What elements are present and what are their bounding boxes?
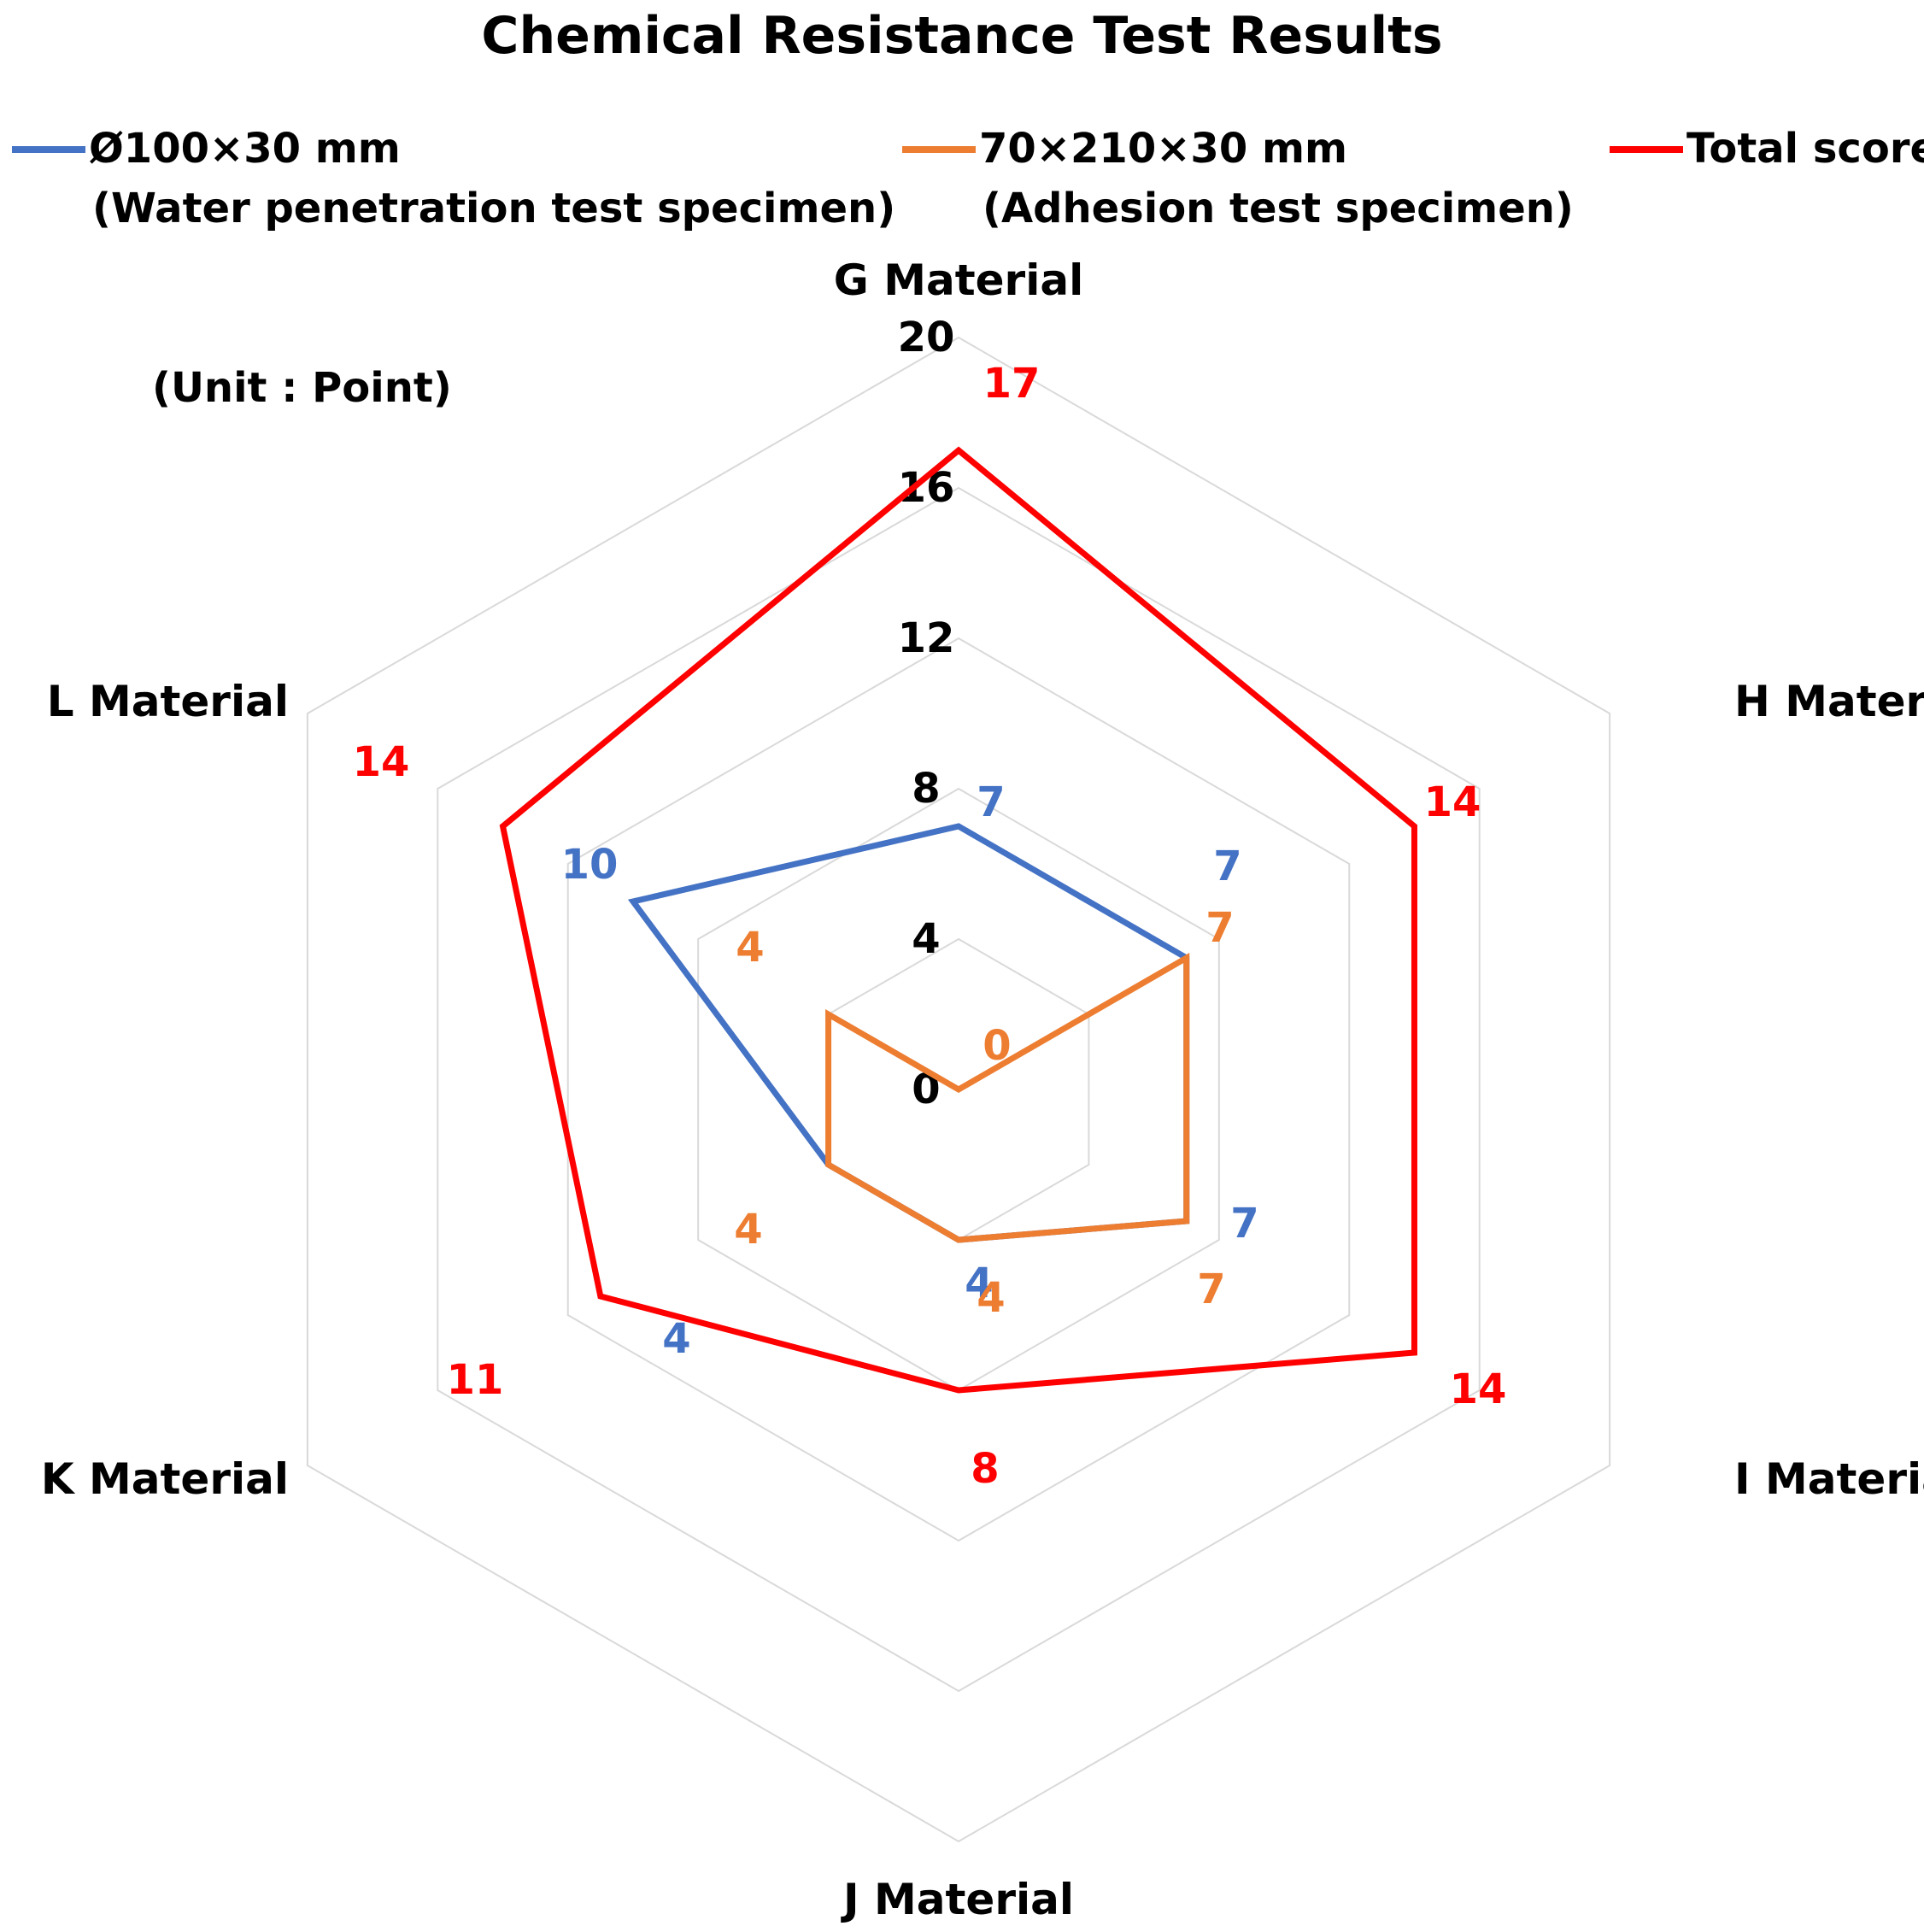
tick-label-12: 12: [898, 614, 955, 662]
tick-label-20: 20: [898, 314, 955, 361]
legend-item-water-penetration: Ø100×30 mm (Water penetration test speci…: [12, 125, 895, 232]
chart-title: Chemical Resistance Test Results: [481, 6, 1442, 66]
data-label-water-penetration-i-material: 7: [1230, 1200, 1258, 1248]
data-label-adhesion-l-material: 4: [736, 924, 764, 972]
series-line-total-score: [499, 446, 1417, 1394]
category-label-k-material: K Material: [41, 1454, 289, 1504]
tick-label-8: 8: [912, 765, 940, 813]
series-lines: [499, 446, 1417, 1394]
grid-ring-12: [566, 637, 1351, 1542]
category-label-j-material: J Material: [841, 1875, 1074, 1924]
data-label-water-penetration-j-material: 4: [965, 1260, 993, 1307]
data-label-total-score-j-material: 8: [971, 1445, 999, 1493]
tick-label-4: 4: [912, 915, 940, 963]
category-labels: G Material H Material I Material J Material…: [41, 255, 1924, 1924]
data-label-adhesion-g-material: 0: [983, 1022, 1011, 1070]
legend-label-adhesion-line2: (Adhesion test specimen): [983, 185, 1574, 232]
data-label-water-penetration-k-material: 4: [662, 1315, 690, 1363]
data-label-water-penetration-g-material: 7: [977, 778, 1005, 826]
data-label-adhesion-j-material: 4: [977, 1274, 1005, 1322]
data-label-total-score-g-material: 17: [983, 360, 1041, 408]
data-label-total-score-l-material: 14: [353, 738, 410, 786]
data-label-adhesion-k-material: 4: [734, 1206, 762, 1254]
category-label-g-material: G Material: [834, 255, 1083, 305]
category-label-l-material: L Material: [47, 677, 289, 726]
legend-item-total-score: Total score: [1610, 125, 1924, 173]
legend-label-total-score: Total score: [1686, 125, 1924, 173]
grid-ring-16: [437, 486, 1481, 1693]
data-label-adhesion-h-material: 7: [1205, 904, 1234, 952]
data-label-total-score-i-material: 14: [1450, 1365, 1507, 1413]
legend: Ø100×30 mm (Water penetration test speci…: [12, 125, 1924, 232]
series-line-water-penetration: [627, 823, 1190, 1243]
data-label-total-score-h-material: 14: [1424, 778, 1481, 826]
data-label-adhesion-i-material: 7: [1197, 1265, 1225, 1313]
legend-label-water-penetration-line1: Ø100×30 mm: [89, 125, 401, 173]
data-label-water-penetration-h-material: 7: [1213, 843, 1241, 890]
grid-ring-20: [306, 336, 1611, 1843]
data-label-total-score-k-material: 11: [447, 1356, 504, 1404]
tick-label-16: 16: [898, 464, 955, 512]
data-label-water-penetration-l-material: 10: [561, 841, 619, 889]
legend-label-adhesion-line1: 70×210×30 mm: [979, 125, 1347, 173]
legend-label-water-penetration-line2: (Water penetration test specimen): [92, 185, 895, 232]
series-line-adhesion: [825, 952, 1190, 1243]
category-label-h-material: H Material: [1734, 677, 1924, 726]
unit-note: (Unit : Point): [152, 364, 452, 412]
legend-item-adhesion: 70×210×30 mm (Adhesion test specimen): [902, 125, 1574, 232]
category-label-i-material: I Material: [1734, 1454, 1924, 1504]
